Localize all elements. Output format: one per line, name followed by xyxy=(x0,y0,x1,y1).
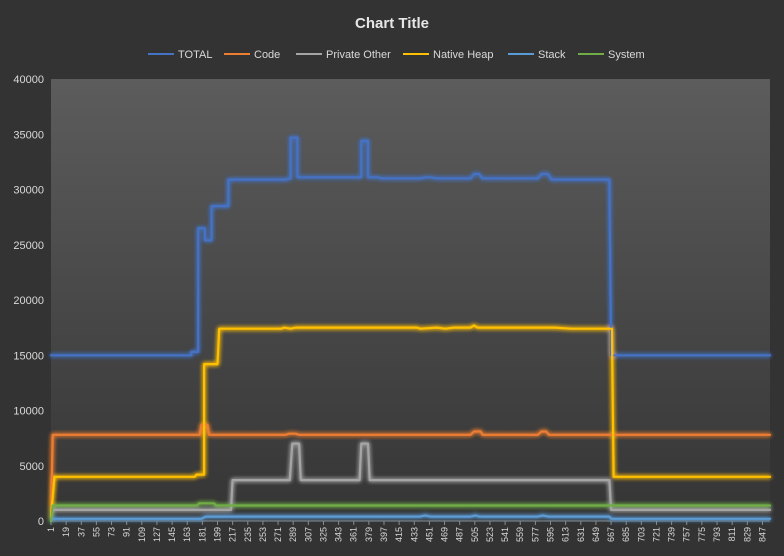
series-line-system xyxy=(49,502,772,523)
x-tick-label: 145 xyxy=(167,527,177,542)
x-tick-label: 199 xyxy=(213,527,223,542)
x-tick-label: 73 xyxy=(107,527,117,537)
legend-label: Stack xyxy=(538,49,566,61)
series-line-private-other xyxy=(49,442,772,523)
x-tick-label: 19 xyxy=(61,527,71,537)
y-axis: 0 5000 10000 15000 20000 25000 30000 35000 40000 xyxy=(13,74,44,528)
x-tick-label: 757 xyxy=(682,527,692,542)
legend-label: Code xyxy=(254,49,280,61)
series-line-total xyxy=(49,136,772,357)
series-layer xyxy=(49,136,772,523)
x-tick-label: 775 xyxy=(697,527,707,542)
x-tick-label: 667 xyxy=(606,527,616,542)
x-tick-label: 739 xyxy=(667,527,677,542)
x-tick-label: 523 xyxy=(485,527,495,542)
y-tick-label: 30000 xyxy=(13,185,44,197)
series-line-code xyxy=(49,423,772,520)
legend-label: TOTAL xyxy=(178,49,212,61)
x-tick-label: 91 xyxy=(122,527,132,537)
x-tick-label: 1 xyxy=(46,527,56,532)
x-tick-label: 541 xyxy=(500,527,510,542)
y-tick-label: 35000 xyxy=(13,129,44,141)
x-tick-label: 487 xyxy=(455,527,465,542)
x-tick-label: 685 xyxy=(621,527,631,542)
y-tick-label: 15000 xyxy=(13,350,44,362)
x-tick-label: 415 xyxy=(394,527,404,542)
x-tick-label: 433 xyxy=(409,527,419,542)
x-tick-label: 253 xyxy=(258,527,268,542)
y-tick-label: 25000 xyxy=(13,240,44,252)
y-tick-label: 5000 xyxy=(20,461,44,473)
x-tick-label: 37 xyxy=(76,527,86,537)
x-tick-label: 703 xyxy=(636,527,646,542)
x-tick-label: 235 xyxy=(243,527,253,542)
x-tick-label: 613 xyxy=(561,527,571,542)
x-tick-label: 469 xyxy=(440,527,450,542)
x-tick-label: 289 xyxy=(288,527,298,542)
x-tick-label: 595 xyxy=(546,527,556,542)
x-tick-label: 343 xyxy=(334,527,344,542)
x-tick-label: 109 xyxy=(137,527,147,542)
series-line-stack xyxy=(49,514,772,523)
x-tick-label: 163 xyxy=(182,527,192,542)
x-tick-label: 793 xyxy=(712,527,722,542)
legend-label: Native Heap xyxy=(433,49,494,61)
x-tick-label: 325 xyxy=(318,527,328,542)
y-tick-label: 0 xyxy=(38,516,44,528)
legend-label: Private Other xyxy=(326,49,391,61)
x-tick-label: 307 xyxy=(303,527,313,542)
x-tick-label: 559 xyxy=(515,527,525,542)
x-tick-label: 577 xyxy=(530,527,540,542)
plot-area xyxy=(51,79,770,521)
x-tick-label: 829 xyxy=(742,527,752,542)
x-tick-label: 631 xyxy=(576,527,586,542)
x-tick-label: 397 xyxy=(379,527,389,542)
x-tick-label: 55 xyxy=(91,527,101,537)
x-tick-label: 271 xyxy=(273,527,283,542)
x-tick-label: 811 xyxy=(727,527,737,541)
x-tick-label: 217 xyxy=(228,527,238,542)
x-tick-label: 127 xyxy=(152,527,162,542)
x-tick-label: 361 xyxy=(349,527,359,542)
x-tick-label: 379 xyxy=(364,527,374,542)
x-tick-label: 649 xyxy=(591,527,601,542)
series-line-native-heap xyxy=(49,324,772,518)
y-tick-label: 20000 xyxy=(13,295,44,307)
x-axis: 1 19 37 55 73 91 109 127 145 163 181 199 217 235 253 27… xyxy=(46,520,770,542)
x-tick-label: 721 xyxy=(651,527,661,542)
x-tick-label: 181 xyxy=(197,527,207,542)
x-tick-label: 847 xyxy=(757,527,767,542)
y-tick-label: 40000 xyxy=(13,74,44,86)
x-tick-label: 505 xyxy=(470,527,480,542)
chart-title: Chart Title xyxy=(355,15,429,32)
x-tick-label: 451 xyxy=(424,527,434,542)
legend: TOTAL Code Private Other Native Heap Stack Sy… xyxy=(148,49,645,61)
y-tick-label: 10000 xyxy=(13,406,44,418)
legend-label: System xyxy=(608,49,645,61)
